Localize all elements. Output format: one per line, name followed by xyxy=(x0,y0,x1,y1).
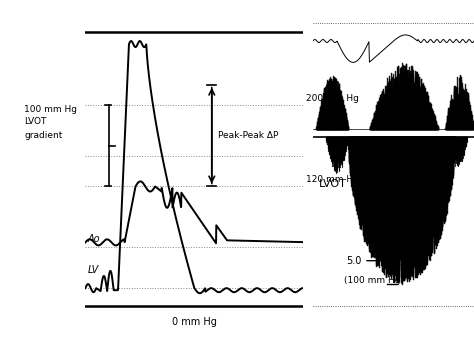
Text: LV: LV xyxy=(88,265,99,275)
Text: 100 mm Hg: 100 mm Hg xyxy=(24,105,77,114)
Text: gradient: gradient xyxy=(24,131,63,140)
Text: (100 mm Hg): (100 mm Hg) xyxy=(344,276,404,285)
Text: 5.0: 5.0 xyxy=(346,256,395,266)
Text: LVOT: LVOT xyxy=(319,179,347,190)
Text: Peak-Peak ΔP: Peak-Peak ΔP xyxy=(219,131,279,140)
Text: LVOT: LVOT xyxy=(24,117,46,126)
Text: 200 mm Hg: 200 mm Hg xyxy=(306,94,358,103)
Text: 120 mm Hg: 120 mm Hg xyxy=(306,175,358,184)
Text: 0 mm Hg: 0 mm Hg xyxy=(172,317,217,326)
Text: Ao: Ao xyxy=(88,234,100,244)
